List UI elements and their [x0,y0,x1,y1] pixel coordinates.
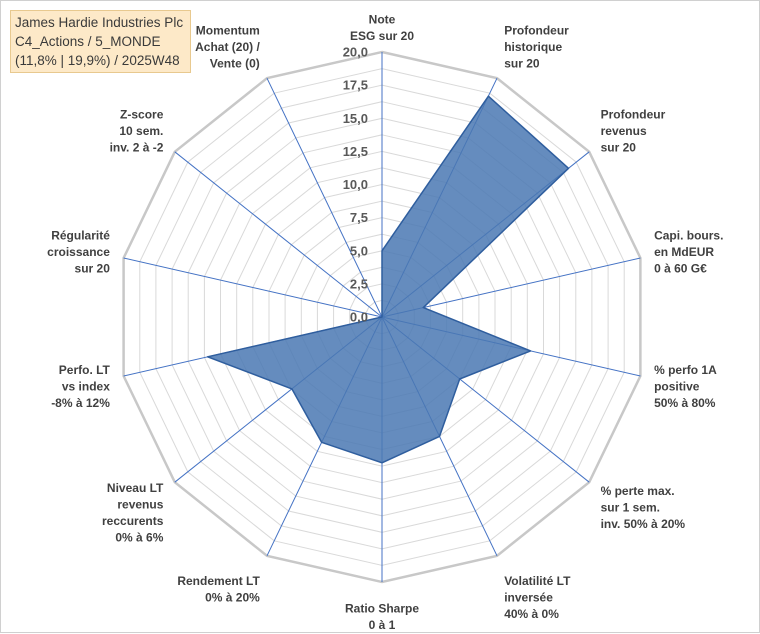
axis-label-line: Momentum [196,23,260,37]
axis-label-line: Z-score [120,108,164,122]
axis-label-line: revenus [117,497,163,511]
axis-label-line: 0% à 6% [115,530,163,544]
axis-label-line: -8% à 12% [51,396,110,410]
axis-label-line: inversée [504,591,553,605]
axis-label-line: en MdEUR [654,245,714,259]
axis-label: Profondeur revenus sur 20 [601,108,666,155]
radial-tick-label: 12,5 [343,144,368,159]
axis-label-line: Profondeur [504,23,569,37]
radial-tick-label: 10,0 [343,177,368,192]
axis-label-line: Profondeur [601,108,666,122]
radial-tick-label: 0,0 [350,310,368,325]
axis-label: Momentum Achat (20) / Vente (0) [195,23,260,70]
axis-label-line: inv. 2 à -2 [110,141,164,155]
axis-label: Ratio Sharpe 0 à 1 [345,602,419,633]
axis-label-line: ESG sur 20 [350,29,414,43]
axis-label-line: sur 20 [504,56,540,70]
axis-label-line: vs index [62,379,110,393]
axis-label: Z-score 10 sem. inv. 2 à -2 [110,108,164,155]
radial-tick-label: 5,0 [350,243,368,258]
axis-label-line: historique [504,40,562,54]
axis-label-line: revenus [601,124,647,138]
axis-label: Niveau LT revenus reccurents 0% à 6% [102,481,164,545]
axis-label-line: Capi. bours. [654,229,723,243]
axis-label: Perfo. LT vs index -8% à 12% [51,363,110,410]
chart-title-line-2: C4_Actions / 5_MONDE [15,32,186,51]
axis-label: Note ESG sur 20 [350,13,414,44]
axis-label-line: Ratio Sharpe [345,602,419,616]
axis-label: Rendement LT 0% à 20% [177,574,260,605]
axis-label: Profondeur historique sur 20 [504,23,569,70]
axis-label: % perfo 1A positive 50% à 80% [654,363,717,410]
chart-title-line-1: James Hardie Industries Plc [15,13,186,32]
axis-label-line: Achat (20) / [195,40,260,54]
axis-label-line: sur 20 [75,262,111,276]
axis-label-line: reccurents [102,514,164,528]
axis-label: Régularité croissance sur 20 [47,229,110,276]
data-area [208,96,569,463]
tick-layer: 0,0 2,5 5,0 7,5 10,0 12,5 15,0 17,5 20,0 [343,45,368,325]
axis-label-line: % perfo 1A [654,363,717,377]
radial-tick-label: 17,5 [343,78,368,93]
axis-label-line: Note [369,13,396,27]
axis-label-line: inv. 50% à 20% [601,517,686,531]
radial-tick-label: 20,0 [343,45,368,60]
radial-tick-label: 7,5 [350,210,368,225]
axis-label-line: 0% à 20% [205,591,260,605]
chart-title-box: James Hardie Industries Plc C4_Actions /… [10,10,191,73]
axis-label-line: 40% à 0% [504,607,559,621]
axis-label-line: 0 à 1 [369,618,396,632]
axis-label-line: Vente (0) [210,56,260,70]
axis-label-line: sur 20 [601,141,637,155]
axis-label: Capi. bours. en MdEUR 0 à 60 G€ [654,229,723,276]
axis-label-line: Rendement LT [177,574,260,588]
radial-tick-label: 15,0 [343,111,368,126]
axis-label-line: positive [654,379,700,393]
axis-label-line: % perte max. [601,484,675,498]
axis-label-line: croissance [47,245,110,259]
chart-title-line-3: (11,8% | 19,9%) / 2025W48 [15,51,186,70]
axis-label-line: Régularité [51,229,110,243]
series-layer [208,96,569,463]
axis-label: % perte max. sur 1 sem. inv. 50% à 20% [601,484,686,531]
axis-label-line: Volatilité LT [504,574,571,588]
axis-label-line: Perfo. LT [59,363,111,377]
axis-label-line: 0 à 60 G€ [654,262,707,276]
axis-label-line: 50% à 80% [654,396,716,410]
axis-label-line: 10 sem. [119,124,163,138]
axis-label-line: sur 1 sem. [601,500,660,514]
axis-label-line: Niveau LT [107,481,164,495]
radial-tick-label: 2,5 [350,276,368,291]
axis-label: Volatilité LT inversée 40% à 0% [504,574,571,621]
